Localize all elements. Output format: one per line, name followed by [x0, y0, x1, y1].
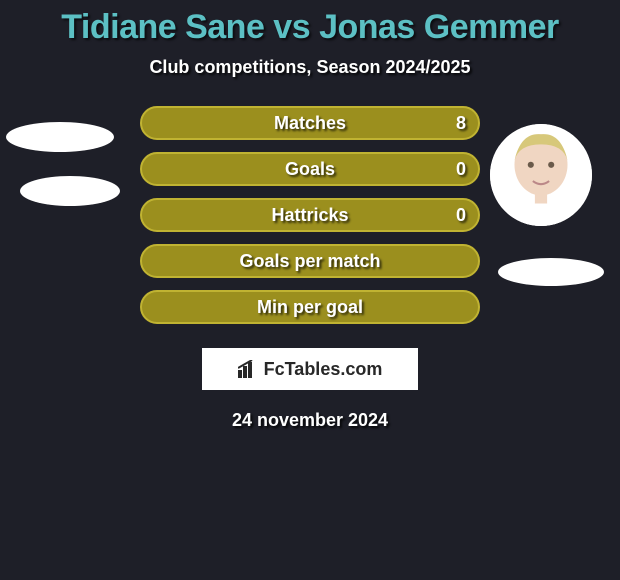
- footer-logo: FcTables.com: [202, 348, 418, 390]
- footer-brand-text: FcTables.com: [264, 359, 383, 380]
- stat-label: Min per goal: [257, 297, 363, 318]
- stat-pill-goals-per-match: Goals per match: [140, 244, 480, 278]
- stat-value-right: 8: [456, 113, 466, 134]
- stat-row: Min per goal: [0, 290, 620, 336]
- subtitle: Club competitions, Season 2024/2025: [0, 57, 620, 78]
- stat-pill-goals: Goals 0: [140, 152, 480, 186]
- footer-date: 24 november 2024: [0, 410, 620, 431]
- stat-label: Goals per match: [239, 251, 380, 272]
- bars-icon: [238, 360, 258, 378]
- stats-list: Matches 8 Goals 0 Hattricks 0 Goals per …: [0, 106, 620, 336]
- stat-value-right: 0: [456, 159, 466, 180]
- stat-row: Matches 8: [0, 106, 620, 152]
- stat-label: Hattricks: [271, 205, 348, 226]
- page-title: Tidiane Sane vs Jonas Gemmer: [0, 8, 620, 47]
- stat-row: Goals per match: [0, 244, 620, 290]
- stat-value-right: 0: [456, 205, 466, 226]
- stat-pill-matches: Matches 8: [140, 106, 480, 140]
- stat-row: Hattricks 0: [0, 198, 620, 244]
- stat-label: Goals: [285, 159, 335, 180]
- stat-row: Goals 0: [0, 152, 620, 198]
- stat-pill-hattricks: Hattricks 0: [140, 198, 480, 232]
- stat-pill-min-per-goal: Min per goal: [140, 290, 480, 324]
- root: Tidiane Sane vs Jonas Gemmer Club compet…: [0, 0, 620, 580]
- stat-label: Matches: [274, 113, 346, 134]
